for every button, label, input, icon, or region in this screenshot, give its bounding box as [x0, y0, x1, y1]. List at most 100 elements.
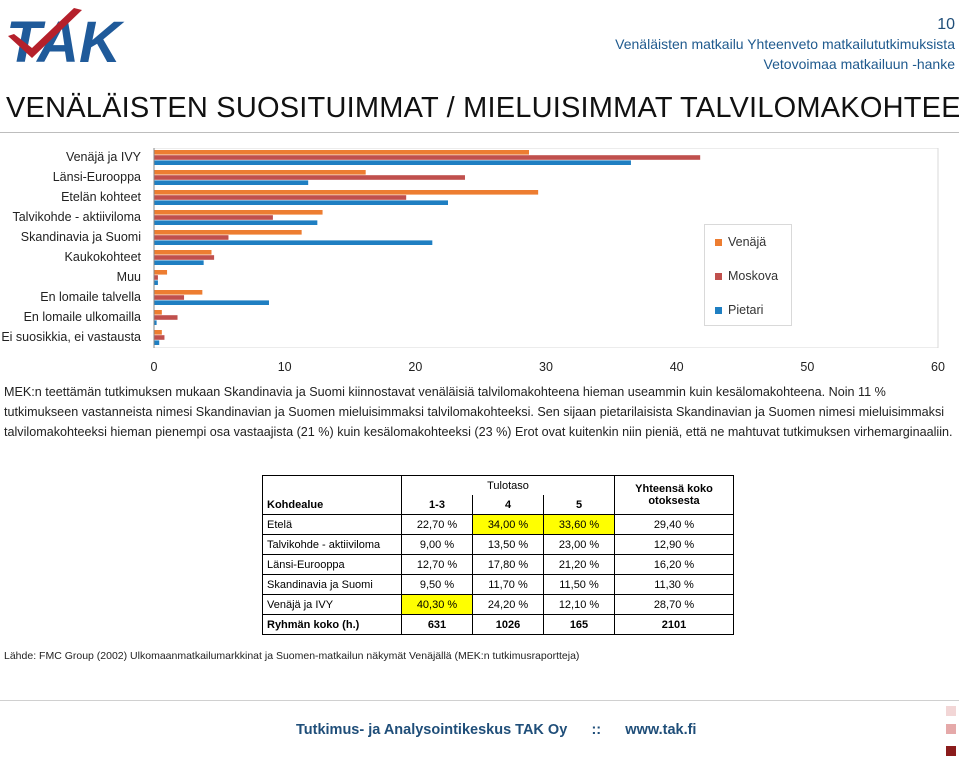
- cell-total: 29,40 %: [614, 514, 734, 535]
- bar-venäjä-1: [154, 170, 366, 175]
- x-tick-label: 20: [408, 360, 423, 374]
- chart-legend: Venäjä Moskova Pietari: [704, 224, 792, 326]
- title-divider: [0, 132, 959, 133]
- bar-moskova-2: [154, 195, 407, 200]
- bar-venäjä-8: [154, 310, 162, 315]
- legend-swatch: [715, 273, 722, 281]
- x-tick-label: 60: [931, 360, 945, 374]
- category-label: Länsi-Eurooppa: [52, 170, 141, 184]
- bar-moskova-0: [154, 155, 701, 160]
- footer-divider: [0, 700, 959, 701]
- cell-c3: 21,20 %: [543, 554, 615, 575]
- legend-label: Venäjä: [728, 235, 767, 249]
- x-tick-label: 40: [669, 360, 684, 374]
- bar-venäjä-2: [154, 190, 539, 195]
- bar-venäjä-4: [154, 230, 302, 235]
- decor-square: [946, 724, 956, 734]
- bar-pietari-0: [154, 160, 631, 165]
- footer-url[interactable]: www.tak.fi: [625, 722, 697, 738]
- x-tick-label: 50: [800, 360, 815, 374]
- cell-c2: 24,20 %: [472, 594, 544, 615]
- legend-item: Venäjä: [715, 235, 766, 249]
- cell-c1: 631: [401, 614, 473, 635]
- row-label: Skandinavia ja Suomi: [262, 574, 402, 595]
- table-row: Skandinavia ja Suomi 9,50 % 11,70 % 11,50 %…: [262, 574, 734, 595]
- bar-moskova-7: [154, 295, 185, 300]
- bar-venäjä-5: [154, 250, 212, 255]
- x-tick-label: 10: [277, 360, 292, 374]
- table-row: Talvikohde - aktiiviloma 9,00 % 13,50 % 23,…: [262, 534, 734, 555]
- cell-total: 11,30 %: [614, 574, 734, 595]
- cell-c3: 23,00 %: [543, 534, 615, 555]
- bar-venäjä-6: [154, 270, 168, 275]
- cell-c1: 9,50 %: [401, 574, 473, 595]
- header-project: Vetovoimaa matkailuun -hanke: [763, 56, 955, 72]
- bar-pietari-1: [154, 180, 309, 185]
- footer: Tutkimus- ja Analysointikeskus TAK Oy ::…: [296, 722, 696, 738]
- category-label: Talvikohde - aktiiviloma: [12, 210, 141, 224]
- x-tick-label: 0: [150, 360, 158, 374]
- x-tick-label: 30: [539, 360, 553, 374]
- cell-c2: 1026: [472, 614, 544, 635]
- bar-chart: [153, 148, 939, 348]
- cell-total: 28,70 %: [614, 594, 734, 615]
- bar-moskova-3: [154, 215, 273, 220]
- legend-item: Moskova: [715, 269, 778, 283]
- bar-moskova-6: [154, 275, 158, 280]
- category-label: Etelän kohteet: [61, 190, 141, 204]
- bar-pietari-8: [154, 320, 157, 325]
- category-label: Skandinavia ja Suomi: [20, 230, 141, 244]
- footer-separator: ::: [591, 722, 602, 738]
- legend-item: Pietari: [715, 303, 763, 317]
- cell-c1: 9,00 %: [401, 534, 473, 555]
- decor-square: [946, 706, 956, 716]
- legend-label: Pietari: [728, 303, 764, 317]
- table-row: Länsi-Eurooppa 12,70 % 17,80 % 21,20 % 16,20…: [262, 554, 734, 575]
- row-label: Länsi-Eurooppa: [262, 554, 402, 575]
- category-label: Venäjä ja IVY: [65, 150, 141, 164]
- category-label: En lomaile talvella: [40, 290, 141, 304]
- page-number: 10: [937, 16, 955, 33]
- cell-c1: 40,30 %: [401, 594, 473, 615]
- page-title: VENÄLÄISTEN SUOSITUIMMAT / MIELUISIMMAT …: [6, 92, 959, 124]
- cell-total: 12,90 %: [614, 534, 734, 555]
- bar-moskova-8: [154, 315, 178, 320]
- bar-pietari-2: [154, 200, 448, 205]
- category-label: Ei suosikkia, ei vastausta: [1, 330, 141, 344]
- cell-c1: 12,70 %: [401, 554, 473, 575]
- category-label: En lomaile ulkomailla: [23, 310, 141, 324]
- cell-c2: 34,00 %: [472, 514, 544, 535]
- bar-pietari-9: [154, 340, 160, 345]
- bar-moskova-1: [154, 175, 465, 180]
- table-footer-row: Ryhmän koko (h.) 631 1026 165 2101: [262, 614, 734, 635]
- row-label: Talvikohde - aktiiviloma: [262, 534, 402, 555]
- footer-org: Tutkimus- ja Analysointikeskus TAK Oy: [296, 722, 568, 738]
- tak-logo: TAK: [6, 8, 125, 66]
- table-row: Etelä 22,70 % 34,00 % 33,60 % 29,40 %: [262, 514, 734, 535]
- cell-c3: 12,10 %: [543, 594, 615, 615]
- bar-venäjä-3: [154, 210, 323, 215]
- checkmark-icon: [8, 8, 82, 58]
- table-row: Venäjä ja IVY 40,30 % 24,20 % 12,10 % 28,70 …: [262, 594, 734, 615]
- cell-c2: 11,70 %: [472, 574, 544, 595]
- bar-pietari-3: [154, 220, 318, 225]
- cell-c3: 165: [543, 614, 615, 635]
- bar-pietari-4: [154, 240, 433, 245]
- bar-venäjä-7: [154, 290, 203, 295]
- header-tulotaso: Tulotaso: [401, 475, 615, 495]
- category-label: Kaukokohteet: [64, 250, 141, 264]
- legend-label: Moskova: [728, 269, 779, 283]
- header-col-3: 5: [543, 495, 615, 515]
- cell-c2: 13,50 %: [472, 534, 544, 555]
- bar-pietari-5: [154, 260, 204, 265]
- row-label: Ryhmän koko (h.): [262, 614, 402, 635]
- cell-c3: 11,50 %: [543, 574, 615, 595]
- cell-total: 2101: [614, 614, 734, 635]
- body-paragraph: MEK:n teettämän tutkimuksen mukaan Skand…: [4, 385, 953, 439]
- cell-c3: 33,60 %: [543, 514, 615, 535]
- source-note: Lähde: FMC Group (2002) Ulkomaanmatkailu…: [4, 650, 580, 662]
- bar-pietari-7: [154, 300, 269, 305]
- decor-square: [946, 746, 956, 756]
- bar-moskova-5: [154, 255, 215, 260]
- income-table: Tulotaso Kohdealue 1-3 4 5 Yhteensä koko…: [262, 475, 734, 635]
